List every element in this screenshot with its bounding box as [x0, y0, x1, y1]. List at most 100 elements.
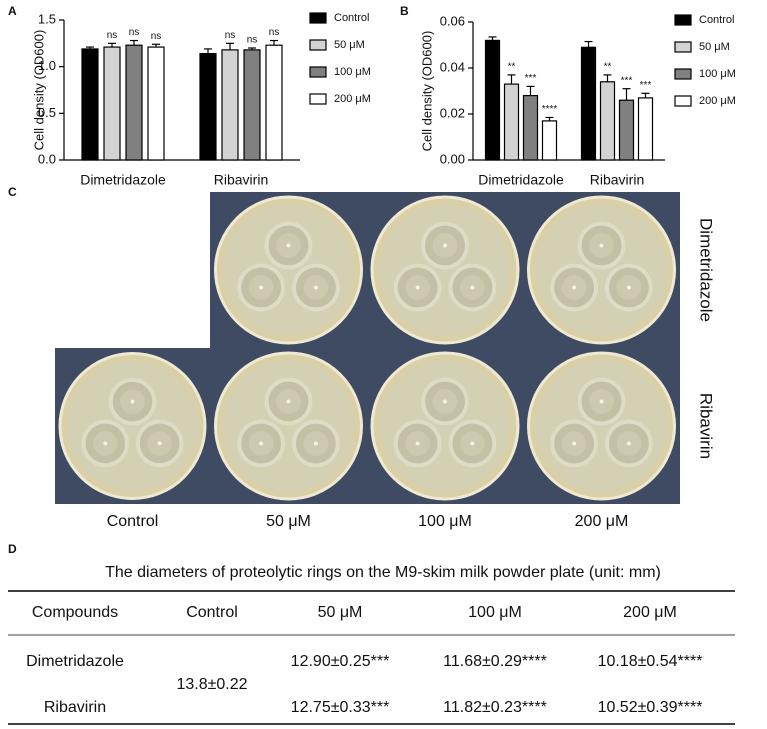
y-tick-label: 1.0 [38, 58, 56, 73]
table-cell: 13.8±0.22 [176, 676, 247, 693]
y-tick-label: 0.0 [38, 151, 56, 166]
table-cell: 10.18±0.54**** [598, 653, 703, 670]
table-cell: 12.90±0.25*** [291, 653, 390, 670]
colony-core [130, 399, 135, 404]
table-header: 100 μM [468, 604, 522, 621]
bar [618, 99, 635, 161]
table-header: 200 μM [623, 604, 677, 621]
significance: *** [640, 80, 652, 91]
bar [522, 94, 539, 161]
bar [199, 52, 217, 161]
legend-label: Control [334, 12, 369, 24]
column-label: 50 μM [266, 513, 311, 530]
colony-core [572, 285, 577, 290]
legend-label: 200 μM [699, 95, 736, 107]
error-bar [108, 42, 116, 48]
x-tick-label: Dimetridazole [478, 172, 564, 188]
legend-swatch [309, 93, 327, 105]
bar [484, 39, 501, 161]
significance: ns [225, 30, 236, 41]
bar [81, 48, 99, 161]
error-bar [488, 36, 497, 41]
y-tick-label: 0.04 [440, 59, 465, 74]
legend-swatch [674, 41, 692, 53]
colony-core [286, 243, 291, 248]
colony-core [415, 441, 420, 446]
error-bar [130, 39, 138, 46]
colony-core [626, 441, 631, 446]
colony-core [157, 441, 162, 446]
colony-core [103, 441, 108, 446]
significance: ns [269, 27, 280, 38]
legend-label: 100 μM [334, 66, 371, 78]
table-header: Control [186, 604, 238, 621]
significance: ** [508, 62, 516, 73]
error-bar [603, 74, 612, 82]
colony-core [470, 441, 475, 446]
significance: ns [247, 35, 258, 46]
table-cell: 10.52±0.39**** [598, 699, 703, 716]
legend-swatch [309, 39, 327, 51]
significance: ** [604, 62, 612, 73]
legend-swatch [309, 12, 327, 24]
error-bar [584, 40, 593, 48]
legend-label: Control [699, 14, 734, 26]
x-tick-label: Dimetridazole [80, 172, 166, 188]
panel-label: C [8, 185, 17, 199]
colony-core [599, 399, 604, 404]
significance: *** [621, 75, 633, 86]
y-axis-label: Cell density (OD600) [31, 30, 46, 151]
bar [503, 83, 520, 161]
error-bar [248, 47, 256, 50]
panel-label: A [8, 4, 17, 18]
colony-core [415, 285, 420, 290]
colony-core [313, 285, 318, 290]
colony-core [443, 399, 447, 404]
bar [103, 46, 121, 161]
legend-swatch [674, 68, 692, 80]
significance: *** [525, 73, 537, 84]
table-cell: 11.82±0.23**** [443, 699, 547, 716]
bar [637, 97, 654, 161]
error-bar [204, 48, 212, 54]
colony-core [259, 441, 264, 446]
plate-photos [55, 192, 680, 504]
table-header: Compounds [32, 604, 118, 621]
legend-swatch [674, 14, 692, 26]
table-cell: 11.68±0.29**** [443, 653, 547, 670]
y-tick-label: 0.02 [440, 105, 465, 120]
x-tick-label: Ribavirin [590, 172, 644, 188]
colony-core [313, 441, 318, 446]
error-bar [226, 42, 234, 50]
panel-label: D [8, 542, 17, 556]
colony-core [259, 285, 264, 290]
significance: **** [542, 104, 558, 115]
x-tick-label: Ribavirin [214, 172, 268, 188]
error-bar [622, 88, 631, 101]
error-bar [641, 92, 650, 98]
column-label: 200 μM [575, 513, 629, 530]
y-tick-label: 0.06 [440, 13, 465, 28]
table-title: The diameters of proteolytic rings on th… [105, 564, 661, 581]
panel-label: B [400, 4, 409, 18]
colony-core [470, 285, 475, 290]
legend-label: 50 μM [699, 41, 730, 53]
row-label: Ribavirin [697, 393, 716, 459]
colony-core [572, 441, 577, 446]
y-tick-label: 1.5 [38, 11, 56, 26]
bar [147, 46, 165, 161]
colony-core [286, 399, 291, 404]
column-label: Control [107, 513, 159, 530]
error-bar [526, 85, 535, 96]
bar [125, 44, 143, 161]
legend-swatch [674, 95, 692, 107]
bar [221, 49, 239, 161]
table-cell: Ribavirin [44, 699, 106, 716]
error-bar [270, 39, 278, 46]
table-cell: 12.75±0.33*** [291, 699, 390, 716]
y-tick-label: 0.5 [38, 105, 56, 120]
bar [243, 49, 261, 161]
column-label: 100 μM [418, 513, 472, 530]
error-bar [507, 74, 516, 85]
